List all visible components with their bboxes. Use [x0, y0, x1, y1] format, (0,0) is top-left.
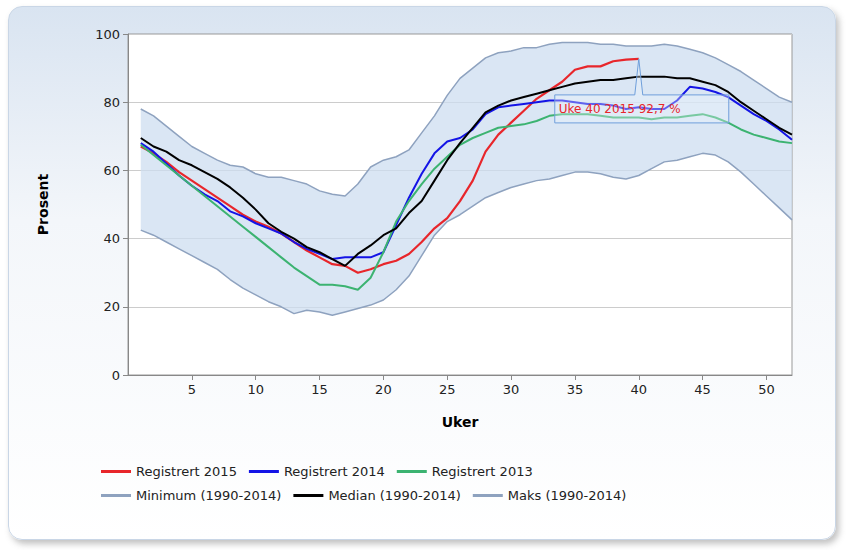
svg-text:Uker: Uker: [442, 414, 479, 430]
svg-text:35: 35: [567, 382, 584, 397]
svg-text:25: 25: [439, 382, 456, 397]
svg-text:Registrert 2013: Registrert 2013: [432, 464, 533, 479]
svg-text:Minimum (1990-2014): Minimum (1990-2014): [136, 488, 281, 503]
svg-text:60: 60: [103, 163, 120, 178]
svg-text:5: 5: [188, 382, 196, 397]
svg-text:45: 45: [694, 382, 711, 397]
svg-text:Prosent: Prosent: [35, 174, 51, 236]
svg-text:20: 20: [103, 299, 120, 314]
svg-text:Registrert 2014: Registrert 2014: [284, 464, 385, 479]
svg-text:Registrert 2015: Registrert 2015: [136, 464, 237, 479]
svg-text:40: 40: [630, 382, 647, 397]
svg-text:Median (1990-2014): Median (1990-2014): [328, 488, 460, 503]
svg-text:80: 80: [103, 95, 120, 110]
svg-text:20: 20: [375, 382, 392, 397]
svg-text:100: 100: [95, 27, 120, 42]
svg-text:0: 0: [112, 368, 120, 383]
svg-text:40: 40: [103, 231, 120, 246]
svg-text:30: 30: [503, 382, 520, 397]
svg-text:10: 10: [247, 382, 264, 397]
svg-text:Uke 40 2015 92,7 %: Uke 40 2015 92,7 %: [559, 102, 681, 116]
svg-text:15: 15: [311, 382, 328, 397]
svg-text:50: 50: [758, 382, 775, 397]
svg-text:Maks (1990-2014): Maks (1990-2014): [508, 488, 627, 503]
